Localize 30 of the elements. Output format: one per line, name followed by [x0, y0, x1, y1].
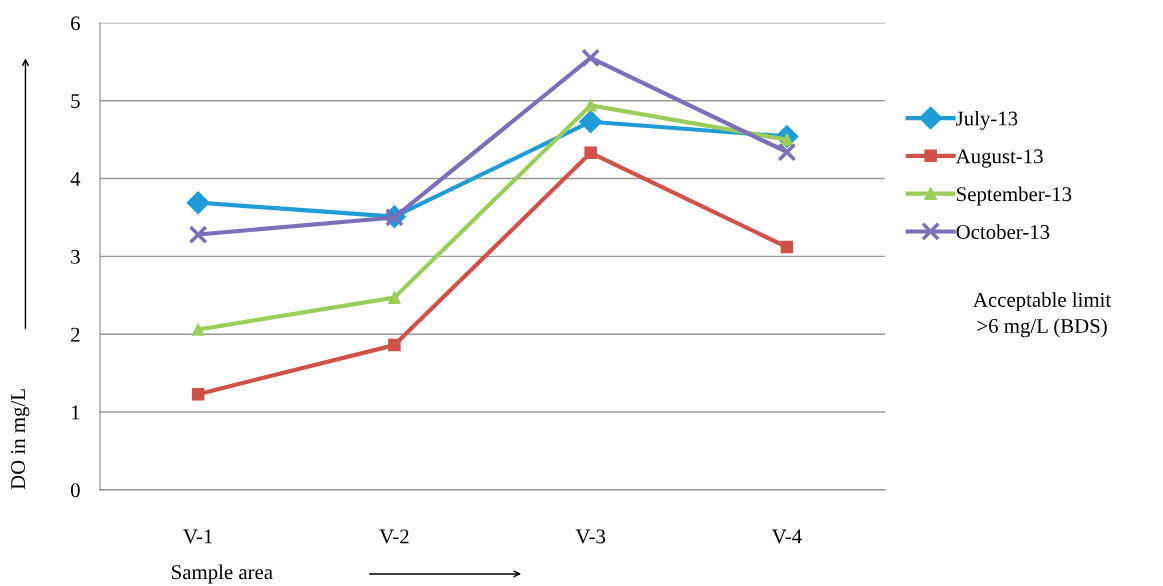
x-tick-label: V-3	[575, 529, 606, 544]
point	[191, 323, 205, 336]
legend-label: August-13	[955, 149, 1043, 168]
y-axis-title: DO in mg/L	[11, 389, 30, 490]
y-tick-label: 6	[71, 16, 80, 31]
y-tick-label: 5	[71, 94, 80, 109]
point	[584, 146, 597, 160]
point	[579, 110, 603, 134]
point	[186, 191, 210, 215]
x-tick-label: V-4	[771, 529, 802, 544]
legend-label: October-13	[956, 224, 1050, 239]
y-tick-label: 4	[70, 172, 81, 186]
x-tick-label: V-1	[183, 529, 213, 544]
point	[584, 99, 597, 112]
point	[388, 291, 401, 304]
y-tick-label: 3	[71, 249, 80, 264]
y-tick-label: 1	[71, 405, 80, 420]
point	[188, 225, 208, 244]
point	[388, 338, 401, 352]
x-tick-label: V-2	[379, 529, 409, 544]
x-axis-title: Sample area	[172, 564, 273, 584]
legend-label: September-13	[957, 186, 1072, 206]
y-tick-label: 2	[71, 327, 80, 342]
legend-label: July-13	[956, 110, 1018, 130]
y-tick-label: 0	[70, 483, 80, 498]
text: Acceptable limit >6 mg/L (BDS)	[973, 292, 1112, 338]
point	[581, 48, 601, 68]
point	[777, 142, 797, 162]
point	[780, 240, 794, 254]
point	[191, 387, 205, 401]
